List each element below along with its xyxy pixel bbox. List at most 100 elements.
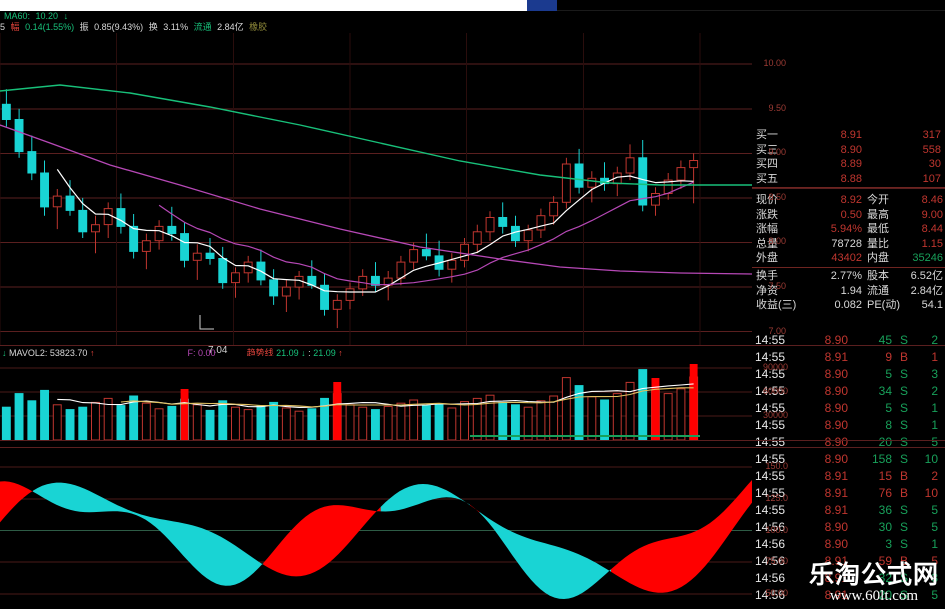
tick-row[interactable]: 14:56 8.91 32 S 3 [752,570,945,587]
tick-row[interactable]: 14:56 8.90 30 S 5 [752,519,945,536]
tick-side: B [899,350,908,364]
tick-time: 14:55 [755,435,786,449]
tick-volume: 20 [878,435,892,449]
stat-value: 5.94% [830,223,862,236]
tick-volume: 32 [878,571,892,585]
stat-label-2: 量比 [867,237,889,250]
tick-side: S [899,452,908,466]
tick-count: 5 [931,520,938,534]
stat-label: 外盘 [756,252,778,265]
stat-label-2: 流通 [867,284,889,297]
tick-row[interactable]: 14:55 8.90 8 S 1 [752,417,945,434]
tick-trade-list[interactable]: 14:55 8.90 45 S 2 14:55 8.91 9 B 1 14:55 8.90 5 S 3 14:… [752,332,945,604]
tick-side: S [899,401,908,415]
tick-row[interactable]: 14:55 8.90 158 S 10 [752,451,945,468]
volume-plot [0,364,752,440]
bid-label: 买三 [756,143,778,156]
tick-price: 8.91 [824,350,848,364]
turnover-value: 3.11% [163,22,189,32]
tick-count: 3 [931,571,938,585]
tick-side: B [899,554,908,568]
bid-label: 买五 [756,172,778,185]
tick-volume: 20 [878,588,892,602]
tick-price: 8.90 [824,367,848,381]
tick-price: 8.90 [824,418,848,432]
oscillator-chart[interactable] [0,452,752,609]
bid-row[interactable]: 买三 8.90 558 [752,143,945,158]
bid-ask-table: 买一 8.91 317 买三 8.90 558 买四 8.89 30 买五 8.88 107 [752,128,945,189]
tick-row[interactable]: 14:55 8.91 76 B 10 [752,485,945,502]
quote-panel-rule [752,440,945,441]
ma60-arrow-icon: ↓ [63,11,69,21]
top-bar [0,0,945,11]
axis-tick-label: 125.0 [765,493,788,503]
stat-row: 外盘 43402 内盘 35246 [752,251,945,266]
trend-colon: : [308,348,311,358]
tick-row[interactable]: 14:55 8.90 45 S 2 [752,332,945,349]
tick-count: 2 [931,469,938,483]
watermark-cn: 乐淘公式网 [808,560,939,589]
tick-volume: 59 [878,554,892,568]
watermark: 乐淘公式网 www.60lt.com [809,561,939,605]
tick-time: 14:56 [755,588,786,602]
tick-time: 14:56 [755,537,786,551]
ma60-value: 10.20 [35,11,59,21]
panel-divider-3 [0,447,752,448]
axis-tick-label: 7.00 [768,326,786,336]
stat-value: 0.50 [840,208,862,221]
ma-header: MA60: 10.20 ↓ [0,11,71,22]
bid-row[interactable]: 买一 8.91 317 [752,128,945,143]
quote-panel: 买一 8.91 317 买三 8.90 558 买四 8.89 30 买五 8.88 107 现价 8.… [752,33,945,609]
tick-row[interactable]: 14:56 8.90 3 S 1 [752,536,945,553]
active-tab-strip[interactable] [527,0,557,11]
tick-row[interactable]: 14:55 8.90 34 S 2 [752,383,945,400]
tick-time: 14:55 [755,503,786,517]
trend-value-2: 21.09 [313,348,336,358]
tick-row[interactable]: 14:55 8.91 9 B 1 [752,349,945,366]
bid-row[interactable]: 买五 8.88 107 [752,172,945,187]
range-value: 0.85(9.43%) [94,22,144,32]
volume-chart[interactable] [0,356,752,440]
tick-row[interactable]: 14:55 8.90 5 S 3 [752,366,945,383]
stat-label-2: PE(动) [867,299,900,312]
tick-time: 14:55 [755,452,786,466]
tick-volume: 8 [885,418,892,432]
stat-row: 换手 2.77% 股本 6.52亿 [752,269,945,284]
tick-price: 8.90 [824,401,848,415]
tick-row[interactable]: 14:55 8.91 15 B 2 [752,468,945,485]
tick-row[interactable]: 14:55 8.91 36 S 5 [752,502,945,519]
tick-row[interactable]: 14:56 8.91 59 B 5 [752,553,945,570]
main-price-chart[interactable]: 7.04 [0,33,752,356]
tick-side: S [899,418,908,432]
stat-label-2: 股本 [867,269,889,282]
tick-row[interactable]: 14:55 8.90 5 S 1 [752,400,945,417]
stats-table: 现价 8.92 今开 8.46 涨跌 0.50 最高 9.00 涨幅 5.94% 最低 8.44 总量 7… [752,193,945,313]
stat-label-2: 最高 [867,208,889,221]
stat-value-2: 54.1 [921,299,943,312]
panel-divider-1 [0,345,752,346]
f-value: 0.00 [198,348,216,358]
tick-time: 14:55 [755,333,786,347]
tick-row[interactable]: 14:56 8.91 20 S 5 [752,587,945,604]
volume-header: ↓ MAVOL2: 53823.70 ↑ F: 0.00 趋势线 21.09 ↓… [0,347,343,359]
tick-count: 3 [931,367,938,381]
axis-tick-label: 75.00 [765,556,788,566]
tick-side: B [899,469,908,483]
tick-time: 14:55 [755,486,786,500]
vol-arrow-up-icon: ↑ [89,348,95,358]
tick-price: 8.91 [824,571,848,585]
bid-qty: 107 [922,172,941,185]
stat-label-2: 内盘 [867,252,889,265]
menu-strip[interactable] [0,0,527,11]
tick-volume: 5 [885,401,892,415]
bid-row[interactable]: 买四 8.89 30 [752,157,945,172]
tick-price: 8.90 [824,520,848,534]
tick-volume: 15 [878,469,892,483]
tick-price: 8.90 [824,452,848,466]
amplitude-label: 幅 [10,22,20,32]
tick-row[interactable]: 14:55 8.90 20 S 5 [752,434,945,451]
bid-qty: 558 [922,143,941,156]
tick-count: 1 [931,350,938,364]
tick-count: 2 [931,333,938,347]
stat-row: 收益(三) 0.082 PE(动) 54.1 [752,298,945,313]
